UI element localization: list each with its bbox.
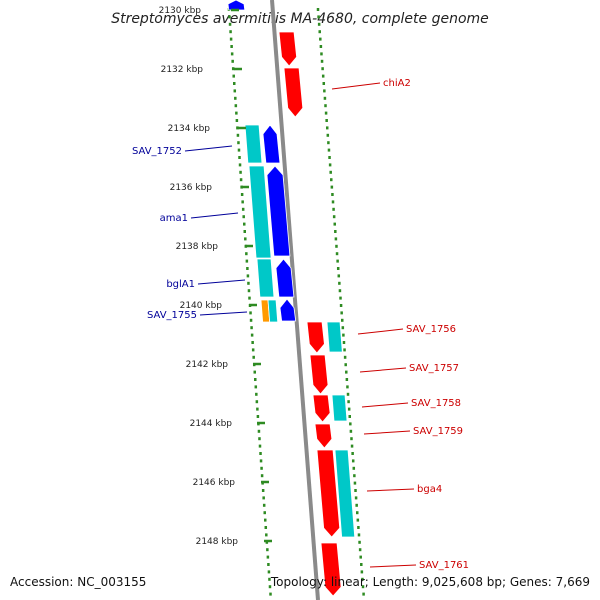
forward-gene-glyph[interactable] [309,354,329,395]
gene-label[interactable]: SAV_1759 [413,426,463,437]
left-tick-track [227,8,272,596]
gene-leader-line [369,564,417,568]
forward-gene-glyph[interactable] [312,394,331,423]
right-tick-track [316,8,365,596]
gene-label[interactable]: SAV_1757 [409,363,459,374]
axis-tick-label: 2138 kbp [176,242,219,252]
reverse-gene-glyph[interactable] [279,298,297,322]
gene-features [227,0,356,597]
gene-label[interactable]: chiA2 [383,78,411,89]
cds-glyph[interactable] [256,258,275,298]
cds-glyph[interactable] [248,165,272,259]
gene-leader-line [366,488,415,492]
gene-leader-line [184,145,233,152]
genome-backbone [270,0,320,600]
accession-text: Accession: NC_003155 [10,575,146,589]
reverse-gene-glyph[interactable] [227,0,246,11]
axis-tick-label: 2132 kbp [161,65,204,75]
axis-tick-label: 2134 kbp [168,124,211,134]
gene-leader-line [357,328,404,335]
forward-gene-glyph[interactable] [278,31,298,67]
axis-tick-label: 2142 kbp [186,360,229,370]
axis-tick-label: 2130 kbp [159,6,202,16]
gene-label[interactable]: SAV_1756 [406,324,456,335]
forward-gene-glyph[interactable] [320,542,342,597]
gene-leader-line [190,212,239,219]
map-title: Streptomyces avermitilis MA-4680, comple… [111,11,489,27]
gene-leader-line [359,367,407,373]
forward-gene-glyph[interactable] [306,321,325,354]
axis-tick-label: 2148 kbp [196,537,239,547]
cds-glyph[interactable] [331,394,348,422]
axis-tick-label: 2146 kbp [193,478,236,488]
gene-leader-line [197,279,246,285]
cds-glyph[interactable] [326,321,343,353]
gene-leader-line [363,430,411,435]
gene-label[interactable]: SAV_1758 [411,398,461,409]
axis-tick-label: 2136 kbp [170,183,213,193]
forward-gene-glyph[interactable] [316,449,341,538]
topology-text: Topology: linear; Length: 9,025,608 bp; … [270,575,590,589]
gene-leader-line [199,311,248,316]
cds-glyph[interactable] [267,299,279,323]
cds-glyph[interactable] [244,124,263,164]
gene-label[interactable]: SAV_1752 [132,146,182,157]
gene-label[interactable]: ama1 [160,213,188,224]
axis-tick-label: 2144 kbp [190,419,233,429]
reverse-gene-glyph[interactable] [266,165,291,257]
gene-labels: chiA2 SAV_1752 ama1 bglA1 SAV_1755 SAV_1756 SA… [132,78,469,571]
reverse-gene-glyph[interactable] [262,124,281,164]
gene-label[interactable]: bglA1 [166,279,195,290]
axis-tick-labels: 2130 kbp 2132 kbp 2134 kbp 2136 kbp 2138 kbp… [159,6,272,547]
forward-gene-glyph[interactable] [314,423,333,449]
axis-tick-label: 2140 kbp [180,301,223,311]
forward-gene-glyph[interactable] [283,67,304,118]
gene-label[interactable]: SAV_1755 [147,310,197,321]
reverse-gene-glyph[interactable] [275,258,295,298]
cds-glyph[interactable] [334,449,356,538]
gene-leader-line [331,82,381,90]
gene-leader-line [361,402,409,408]
gene-label[interactable]: bga4 [417,484,442,495]
gene-label[interactable]: SAV_1761 [419,560,469,571]
